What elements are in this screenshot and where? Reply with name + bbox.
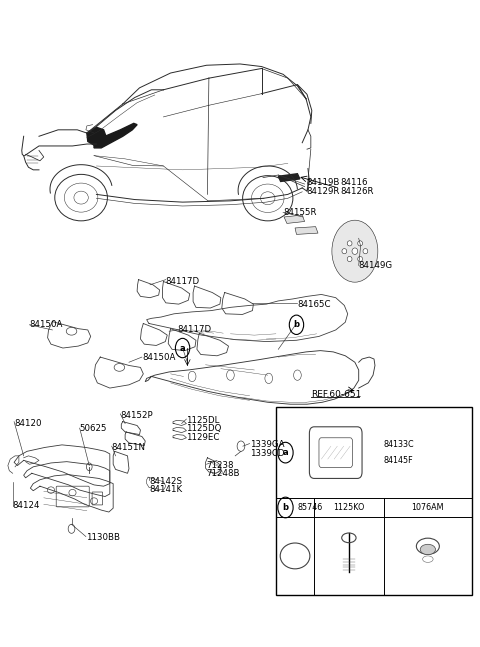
Text: 84120: 84120 — [14, 419, 42, 428]
Text: 1129EC: 1129EC — [186, 433, 220, 442]
Text: a: a — [283, 448, 288, 457]
Ellipse shape — [420, 544, 435, 554]
Text: 50625: 50625 — [80, 424, 107, 433]
Ellipse shape — [358, 256, 362, 261]
Text: 84117D: 84117D — [178, 325, 212, 334]
Text: 84151N: 84151N — [112, 443, 146, 452]
Polygon shape — [295, 226, 318, 234]
Text: 1125DQ: 1125DQ — [186, 424, 222, 433]
Text: 84133C: 84133C — [384, 441, 414, 450]
Text: 84150A: 84150A — [142, 353, 175, 362]
Text: 84129R: 84129R — [306, 186, 339, 195]
Text: 84155R: 84155R — [283, 208, 317, 217]
Text: 84149G: 84149G — [359, 261, 393, 270]
Text: 84142S: 84142S — [149, 477, 182, 485]
Polygon shape — [278, 173, 300, 181]
Ellipse shape — [347, 256, 352, 261]
Bar — [276, 408, 472, 595]
Text: b: b — [293, 320, 300, 329]
Circle shape — [332, 220, 378, 282]
Text: 84165C: 84165C — [298, 300, 331, 309]
Text: 84150A: 84150A — [29, 320, 63, 329]
Polygon shape — [94, 124, 137, 148]
Ellipse shape — [352, 248, 358, 254]
Text: 84126R: 84126R — [340, 186, 374, 195]
Text: 84145F: 84145F — [384, 456, 413, 465]
Text: 71248B: 71248B — [206, 470, 240, 478]
Polygon shape — [284, 215, 305, 223]
Polygon shape — [87, 127, 106, 146]
Text: 1339CD: 1339CD — [250, 449, 284, 458]
Text: 84124: 84124 — [12, 501, 40, 510]
Text: 1130BB: 1130BB — [86, 533, 120, 542]
Text: 1339GA: 1339GA — [250, 441, 284, 450]
Text: a: a — [180, 344, 185, 353]
Text: 71238: 71238 — [206, 461, 234, 470]
Text: 84119B: 84119B — [306, 179, 339, 187]
Text: 85746: 85746 — [298, 503, 323, 512]
Text: 84116: 84116 — [340, 179, 368, 187]
Text: 1125DL: 1125DL — [186, 416, 220, 425]
Text: 84141K: 84141K — [149, 485, 182, 494]
Text: REF.60-651: REF.60-651 — [311, 390, 361, 399]
Text: 84152P: 84152P — [120, 411, 153, 420]
Text: 1076AM: 1076AM — [412, 503, 444, 512]
Ellipse shape — [363, 248, 368, 254]
Text: 1125KO: 1125KO — [333, 503, 365, 512]
Text: b: b — [282, 503, 288, 512]
Ellipse shape — [342, 248, 347, 254]
Text: 84117D: 84117D — [166, 277, 200, 286]
Ellipse shape — [358, 241, 362, 246]
Ellipse shape — [347, 241, 352, 246]
